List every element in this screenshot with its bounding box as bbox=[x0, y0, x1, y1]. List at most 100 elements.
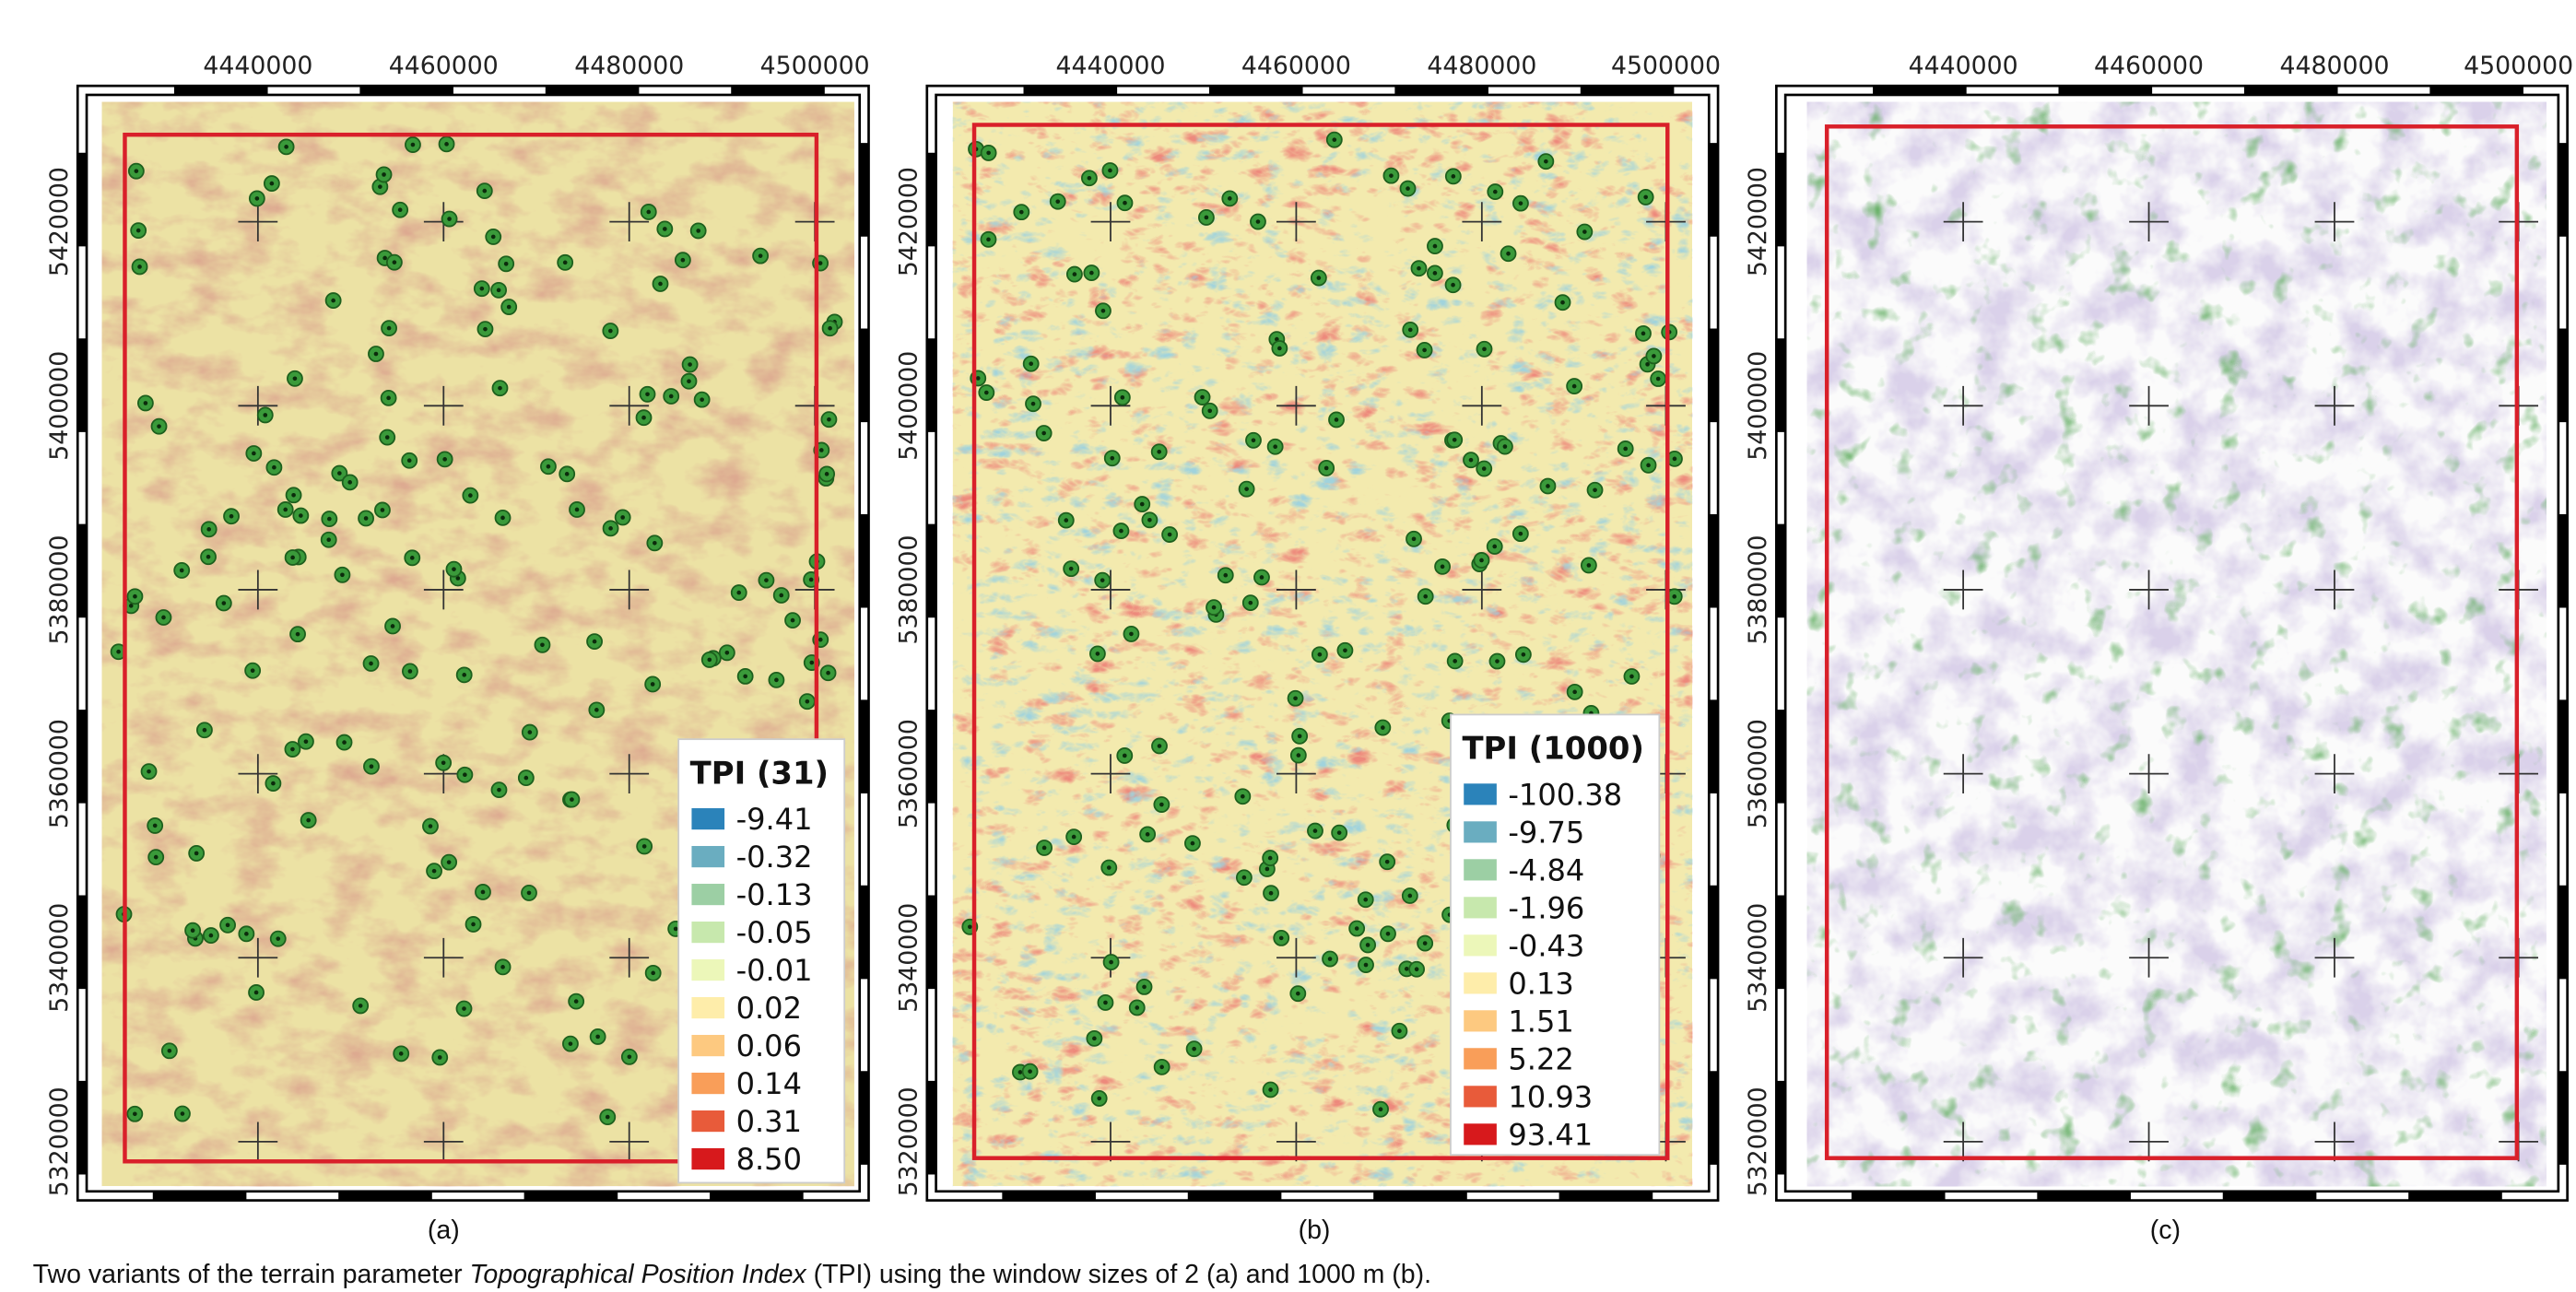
sample-point-center bbox=[1452, 174, 1456, 179]
y-tick-label: 5320000 bbox=[895, 1086, 923, 1196]
sample-point-center bbox=[1582, 229, 1587, 234]
legend-swatch bbox=[691, 997, 724, 1018]
sample-point-center bbox=[1298, 734, 1302, 738]
sample-point-center bbox=[429, 824, 433, 828]
sample-point-center bbox=[827, 417, 831, 422]
sample-point-center bbox=[1088, 176, 1092, 181]
y-tick-label: 5360000 bbox=[45, 719, 74, 828]
y-tick-label: 5400000 bbox=[45, 351, 74, 461]
x-tick-label: 4460000 bbox=[389, 52, 499, 80]
sample-point-center bbox=[1089, 271, 1094, 276]
sample-point-center bbox=[157, 424, 161, 429]
sample-point-center bbox=[1646, 464, 1651, 468]
sample-point-center bbox=[1433, 271, 1438, 276]
legend-label: 1.51 bbox=[1508, 1004, 1573, 1039]
sample-point-center bbox=[1107, 865, 1112, 870]
sample-point-center bbox=[209, 934, 214, 938]
sample-point-center bbox=[818, 638, 823, 642]
sample-point-center bbox=[226, 922, 230, 927]
sample-point-center bbox=[290, 556, 295, 560]
sample-point-center bbox=[1242, 875, 1247, 880]
legend-swatch bbox=[691, 1110, 724, 1132]
sample-point-center bbox=[222, 601, 227, 605]
sample-point-center bbox=[161, 616, 166, 620]
sample-point-center bbox=[393, 260, 397, 264]
sample-point-center bbox=[1031, 402, 1036, 406]
sample-point-center bbox=[743, 675, 747, 679]
sample-point-center bbox=[1643, 195, 1648, 200]
sample-point-center bbox=[1433, 244, 1438, 249]
sample-point-center bbox=[606, 1115, 610, 1120]
legend-swatch bbox=[691, 1035, 724, 1056]
sample-point-center bbox=[1123, 201, 1127, 206]
legend-label: 0.14 bbox=[736, 1066, 802, 1101]
sample-point-center bbox=[828, 326, 832, 331]
sample-point-center bbox=[1265, 867, 1270, 872]
sample-point-center bbox=[608, 526, 613, 531]
sample-point-center bbox=[1041, 431, 1046, 436]
sample-point-center bbox=[1228, 196, 1232, 201]
sample-point-center bbox=[364, 516, 369, 521]
sample-point-center bbox=[593, 640, 597, 644]
sample-point-center bbox=[1313, 828, 1318, 833]
figure: 4440000446000044800004500000542000054000… bbox=[0, 0, 2576, 1292]
sample-point-center bbox=[1110, 456, 1114, 461]
sample-point-center bbox=[646, 210, 651, 215]
sample-point-center bbox=[1407, 894, 1412, 899]
sample-point-center bbox=[1096, 652, 1100, 656]
sample-point-center bbox=[669, 394, 674, 399]
y-tick-label: 5340000 bbox=[895, 903, 923, 1013]
sample-point-center bbox=[296, 632, 300, 637]
sample-point-center bbox=[1408, 328, 1413, 333]
y-tick-label: 5320000 bbox=[45, 1086, 74, 1196]
sample-point-center bbox=[642, 844, 647, 849]
sample-point-center bbox=[206, 555, 211, 559]
sample-point-center bbox=[1157, 450, 1161, 454]
sample-point-center bbox=[244, 932, 249, 936]
sample-point-center bbox=[1109, 960, 1113, 965]
sample-point-center bbox=[442, 457, 447, 462]
sample-point-center bbox=[304, 739, 309, 744]
legend-label: 5.22 bbox=[1508, 1041, 1573, 1076]
sample-point-center bbox=[1335, 417, 1339, 422]
legend-swatch bbox=[691, 884, 724, 905]
sample-point-center bbox=[1366, 943, 1370, 947]
sample-point-center bbox=[641, 416, 646, 420]
sample-point-center bbox=[500, 516, 505, 521]
sample-point-center bbox=[1142, 985, 1147, 990]
y-tick-label: 5420000 bbox=[1744, 167, 1772, 276]
sample-point-center bbox=[1121, 395, 1125, 400]
sample-point-center bbox=[387, 326, 392, 331]
sample-point-center bbox=[306, 818, 311, 823]
sample-point-center bbox=[463, 772, 467, 777]
sample-point-center bbox=[133, 594, 137, 599]
caption-part: Topographical Position Index bbox=[470, 1260, 808, 1289]
sample-point-center bbox=[1129, 632, 1134, 637]
sample-point-center bbox=[1482, 466, 1487, 471]
sample-point-center bbox=[595, 1035, 600, 1039]
sample-point-center bbox=[1519, 201, 1523, 206]
sample-point-center bbox=[386, 396, 391, 401]
sample-point-center bbox=[1268, 856, 1273, 861]
sample-point-center bbox=[574, 999, 579, 1004]
sample-point-center bbox=[340, 572, 345, 577]
sample-point-center bbox=[570, 797, 574, 802]
x-tick-label: 4480000 bbox=[1427, 52, 1536, 80]
sample-point-center bbox=[1072, 835, 1076, 840]
sample-point-center bbox=[1223, 573, 1228, 578]
sample-point-center bbox=[194, 852, 199, 856]
sample-point-center bbox=[438, 1055, 442, 1060]
sample-point-center bbox=[1207, 408, 1212, 413]
sample-point-center bbox=[1479, 558, 1484, 563]
sample-point-center bbox=[663, 227, 667, 231]
sample-point-center bbox=[410, 556, 415, 560]
sample-point-center bbox=[1506, 252, 1511, 256]
sample-point-center bbox=[135, 169, 139, 173]
sample-point-center bbox=[1495, 659, 1500, 664]
sample-point-center bbox=[254, 991, 259, 995]
sample-point-center bbox=[1355, 926, 1359, 931]
sample-point-center bbox=[144, 401, 148, 405]
sample-point-center bbox=[270, 182, 275, 186]
page: 4440000446000044800004500000542000054000… bbox=[0, 0, 2576, 1292]
